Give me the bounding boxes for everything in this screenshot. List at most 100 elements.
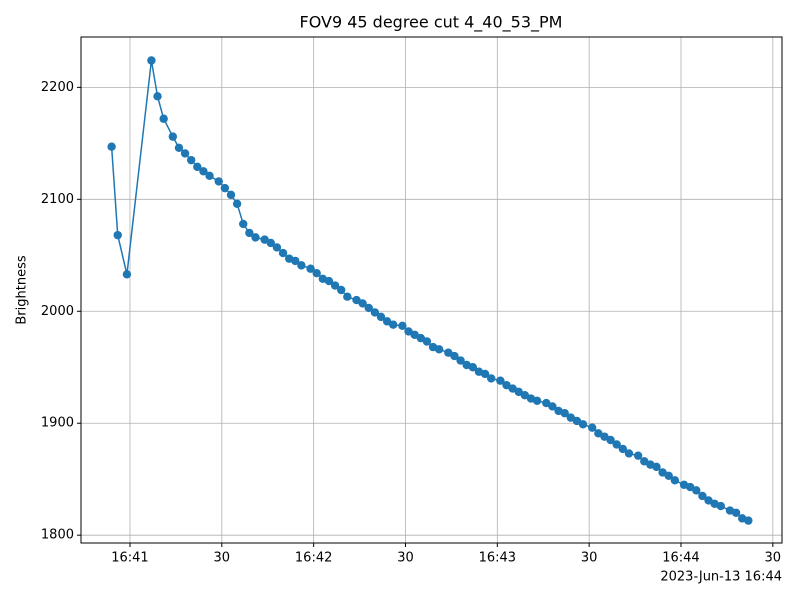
x-tick-label: 30 [214,551,231,566]
y-tick-label: 1900 [41,416,74,431]
data-point [306,264,315,273]
y-axis-label: Brightness [15,255,30,324]
data-point [692,486,701,495]
data-point [389,320,398,329]
data-point [468,363,478,372]
data-point [520,391,530,400]
data-point [698,491,707,501]
data-point [370,308,380,317]
data-point [187,155,196,165]
data-point [226,190,236,200]
data-point [600,432,609,441]
data-point [358,299,367,308]
plot-frame [80,36,783,544]
data-point [297,261,306,270]
data-point [486,374,496,383]
x-offset-label: 2023-Jun-13 16:44 [660,570,782,585]
data-point [205,171,214,181]
data-point [352,295,361,305]
data-point [376,312,386,322]
data-point [220,183,230,193]
x-tick-label: 30 [581,551,598,566]
data-point [444,348,453,357]
data-point [364,303,373,313]
data-point [640,457,649,466]
data-point [664,471,673,481]
data-point [404,327,413,336]
data-point [502,380,511,390]
data-point [398,321,407,331]
data-point [658,468,667,477]
data-point [532,396,542,406]
data-point [566,413,575,422]
x-tick-label: 30 [397,551,414,566]
data-point [434,345,444,354]
data-point [153,92,162,101]
data-point [542,398,551,408]
chart-title: FOV9 45 degree cut 4_40_53_PM [300,13,563,33]
data-point [278,248,288,258]
data-point [147,56,156,65]
data-point [670,476,680,485]
data-point [508,384,517,393]
data-point [716,501,725,511]
data-point [232,199,242,209]
data-point [422,337,432,346]
data-point [594,429,603,438]
data-point [480,369,490,379]
y-tick-label: 1800 [41,528,74,543]
x-tick-label: 16:44 [662,551,699,566]
data-point [245,228,254,238]
data-point [113,230,122,240]
data-point [744,516,753,525]
data-point [382,317,392,326]
data-point [214,177,223,186]
data-point [652,462,661,472]
data-point [266,238,275,248]
data-point [343,292,352,301]
data-point [180,149,190,158]
data-point [514,387,523,397]
data-point [606,435,615,445]
x-tick-label: 16:41 [111,551,148,566]
data-point [560,408,569,418]
x-tick-label: 16:42 [295,551,332,566]
data-point [572,416,582,426]
data-point [174,143,184,153]
data-point [633,451,643,460]
data-point [578,420,588,429]
data-point [272,243,282,252]
data-point [239,219,248,229]
data-point [159,114,168,123]
data-point [618,444,628,454]
data-point [291,256,300,266]
y-tick-label: 2000 [41,304,74,319]
data-point [122,270,132,279]
data-point [456,356,465,365]
data-point [107,142,116,151]
data-point [330,281,340,290]
data-point [410,330,419,339]
data-point [416,333,425,343]
data-line [110,60,749,522]
data-point [193,162,202,172]
y-tick-label: 2200 [41,80,74,95]
data-point [260,235,269,244]
x-tick-label: 30 [765,551,782,566]
data-point [496,376,505,385]
data-point [168,132,178,141]
data-point [731,508,741,517]
data-point [312,269,321,278]
data-point [324,276,334,286]
data-point [450,351,459,361]
data-point [612,440,621,449]
y-tick-label: 2100 [41,192,74,207]
data-point [548,402,557,411]
data-point [336,285,346,295]
data-point [685,482,695,492]
data-point [199,167,208,176]
data-point [704,496,713,505]
data-point [624,449,634,458]
data-point [251,233,260,242]
